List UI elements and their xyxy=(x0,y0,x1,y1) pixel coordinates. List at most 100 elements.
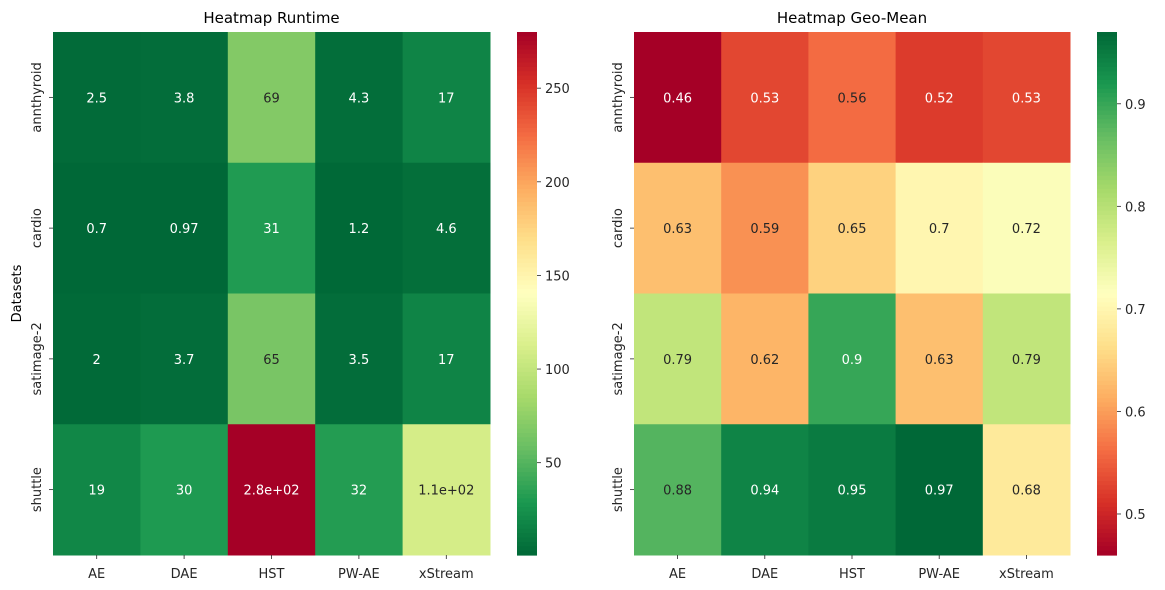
x-tick-label: PW-AE xyxy=(338,567,380,582)
colorbar-segment xyxy=(1097,197,1117,203)
colorbar-segment xyxy=(517,201,537,207)
colorbar-segment xyxy=(517,498,537,504)
colorbar-segment xyxy=(517,232,537,238)
heatmap-cell xyxy=(721,162,809,294)
colorbar-segment xyxy=(1097,319,1117,325)
colorbar-segment xyxy=(517,550,537,556)
colorbar-segment xyxy=(517,101,537,107)
colorbar-segment xyxy=(1097,119,1117,125)
cell-label: 0.65 xyxy=(838,222,867,237)
colorbar-tick-label: 0.6 xyxy=(1125,405,1146,420)
colorbar-segment xyxy=(1097,546,1117,552)
heatmap-cell xyxy=(140,162,229,294)
colorbar-segment xyxy=(517,485,537,491)
colorbar-segment xyxy=(1097,533,1117,539)
colorbar-segment xyxy=(517,424,537,430)
colorbar-segment xyxy=(1097,507,1117,513)
colorbar-tick-label: 150 xyxy=(545,269,570,284)
colorbar-segment xyxy=(1097,93,1117,98)
colorbar-segment xyxy=(517,193,537,199)
cell-label: 2.5 xyxy=(86,91,107,106)
colorbar-segment xyxy=(517,467,537,473)
colorbar-segment xyxy=(517,480,537,486)
colorbar-segment xyxy=(517,437,537,443)
x-tick-label: AE xyxy=(88,567,105,582)
x-tick-label: HST xyxy=(259,567,285,582)
heatmap-cell xyxy=(982,293,1071,425)
chart-title: Heatmap Geo-Mean xyxy=(777,9,927,27)
colorbar-segment xyxy=(517,398,537,404)
heatmap-cell xyxy=(634,162,722,294)
colorbar-segment xyxy=(517,97,537,103)
cell-label: 0.7 xyxy=(929,222,950,237)
colorbar-segment xyxy=(517,393,537,399)
colorbar-segment xyxy=(1097,411,1117,417)
colorbar-segment xyxy=(517,472,537,478)
cell-label: 3.5 xyxy=(349,353,370,368)
heatmap-cell xyxy=(227,424,316,556)
cell-label: 0.68 xyxy=(1012,484,1041,499)
cell-label: 2 xyxy=(93,353,101,368)
cell-label: 0.63 xyxy=(925,353,954,368)
colorbar-segment xyxy=(1097,406,1117,412)
colorbar-segment xyxy=(1097,463,1117,469)
colorbar-segment xyxy=(517,507,537,513)
colorbar-segment xyxy=(517,345,537,351)
colorbar-segment xyxy=(1097,267,1117,273)
colorbar-segment xyxy=(517,271,537,277)
colorbar-segment xyxy=(1097,398,1117,404)
cell-label: 0.63 xyxy=(663,222,692,237)
y-tick-label: shuttle xyxy=(611,467,626,512)
colorbar-segment xyxy=(1097,428,1117,434)
colorbar-segment xyxy=(517,350,537,356)
cell-label: 3.8 xyxy=(174,91,195,106)
colorbar-segment xyxy=(1097,485,1117,491)
heatmap-cell xyxy=(634,424,722,556)
colorbar-segment xyxy=(1097,367,1117,373)
colorbar-segment xyxy=(517,428,537,434)
colorbar-segment xyxy=(517,524,537,530)
heatmap-cell xyxy=(402,293,491,425)
colorbar-segment xyxy=(517,515,537,521)
colorbar-segment xyxy=(517,459,537,465)
colorbar-segment xyxy=(517,358,537,364)
colorbar-segment xyxy=(517,40,537,46)
cell-label: 0.79 xyxy=(663,353,692,368)
heatmap-cell xyxy=(895,162,984,294)
colorbar-segment xyxy=(1097,528,1117,534)
cell-label: 0.95 xyxy=(838,484,867,499)
colorbar-segment xyxy=(1097,480,1117,486)
heatmap-cell xyxy=(140,32,229,164)
colorbar-segment xyxy=(1097,258,1117,264)
colorbar-segment xyxy=(1097,389,1117,395)
cell-label: 19 xyxy=(88,484,105,499)
colorbar-segment xyxy=(517,45,537,51)
colorbar-segment xyxy=(517,132,537,138)
heatmap-cell xyxy=(982,162,1071,294)
colorbar-segment xyxy=(517,280,537,286)
colorbar-segment xyxy=(1097,162,1117,168)
heatmap-cell xyxy=(402,424,491,556)
heatmap-cell xyxy=(140,293,229,425)
colorbar-segment xyxy=(1097,62,1117,68)
colorbar-segment xyxy=(1097,32,1117,37)
heatmap-cell xyxy=(53,32,141,164)
colorbar-segment xyxy=(1097,454,1117,460)
heatmap-cell xyxy=(982,424,1071,556)
heatmap-cell xyxy=(402,162,491,294)
colorbar-segment xyxy=(1097,467,1117,473)
heatmap-cell xyxy=(808,424,897,556)
colorbar-segment xyxy=(1097,236,1117,242)
colorbar-segment xyxy=(1097,53,1117,59)
colorbar-segment xyxy=(517,520,537,526)
cell-label: 17 xyxy=(438,91,455,106)
colorbar-segment xyxy=(517,162,537,168)
colorbar-segment xyxy=(1097,511,1117,517)
colorbar-segment xyxy=(517,71,537,77)
heatmap-panel-2: Heatmap Geo-Mean 0.46 0.53 0.56 0.52 0.53 0.63… xyxy=(611,9,1146,582)
colorbar: 0.5 0.6 0.7 0.8 0.9 xyxy=(1097,32,1146,556)
colorbar-segment xyxy=(517,446,537,451)
colorbar-segment xyxy=(517,114,537,120)
heatmap-cell xyxy=(315,32,404,164)
